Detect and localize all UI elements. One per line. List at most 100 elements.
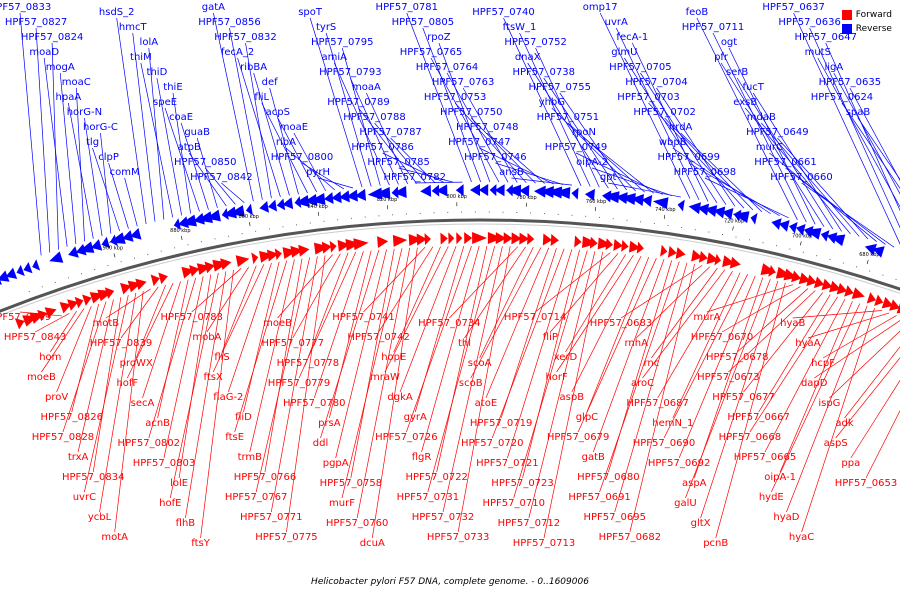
gene-label: lolE [170, 478, 188, 489]
leader-line [528, 251, 596, 519]
forward-gene-arrow [440, 232, 448, 245]
gene-labels: HPF57_0833 HPF57_0827 HPF57_0824 moaD mogA mo… [0, 2, 897, 549]
reverse-gene-arrow [494, 184, 505, 197]
tick-label: 820 kbp [377, 197, 397, 203]
leader-line [329, 250, 372, 419]
gene-label: pfr [714, 52, 729, 63]
leader-line [234, 260, 288, 433]
scale-dot [882, 274, 884, 276]
gene-label: mobA [192, 332, 221, 343]
tick-mark [249, 222, 251, 227]
reverse-gene-arrow [173, 218, 182, 230]
leader-line [592, 259, 665, 453]
gene-label: gpt [600, 172, 617, 183]
scale-dot [749, 239, 751, 241]
gene-label: HPF57_0788 [343, 112, 405, 123]
leader-line [620, 265, 703, 319]
gene-label: HPF57_0760 [326, 518, 388, 529]
leader-line [335, 249, 387, 459]
leader-line [841, 102, 900, 189]
gene-label: def [262, 77, 279, 88]
gene-label: ogt [721, 37, 737, 48]
gene-label: amiA [322, 52, 348, 63]
gene-label: scoB [459, 378, 483, 389]
leader-line [635, 266, 711, 339]
gene-label: HPF57_0777 [261, 338, 323, 349]
leader-line [363, 246, 426, 313]
gene-label: HPF57_0795 [311, 37, 373, 48]
tick-label: 760 kbp [586, 199, 606, 205]
leader-line [720, 62, 825, 227]
gene-label: horG-N [67, 107, 102, 118]
leader-line [814, 320, 900, 379]
scale-dot [67, 277, 69, 279]
scale-dot [694, 229, 696, 231]
leader-line [534, 252, 611, 313]
leader-line [495, 162, 563, 185]
leader-line [341, 47, 381, 186]
tick-label: 860 kbp [239, 214, 259, 220]
scale-dot [869, 270, 871, 272]
gene-label: HPF57_0856 [198, 17, 260, 28]
gene-label: motB [93, 318, 120, 329]
forward-gene-arrow [82, 294, 92, 306]
gene-label: HPF57_0723 [491, 478, 553, 489]
forward-gene-arrow [37, 309, 47, 322]
gene-label: clpP [98, 152, 119, 163]
forward-gene-arrow [691, 249, 703, 262]
scale-dot [829, 258, 831, 260]
leader-line [68, 102, 94, 239]
scale-dot [255, 230, 257, 232]
forward-gene-arrow [135, 278, 147, 291]
gene-label: hyaB [780, 318, 805, 329]
gene-label: HPF57_0751 [537, 112, 599, 123]
gene-label: feoB [686, 7, 709, 18]
gene-label: mraW [370, 372, 400, 383]
leader-line [752, 92, 842, 232]
reverse-gene-arrow [245, 203, 253, 216]
gene-label: murF [329, 498, 355, 509]
backbone-inner-line [0, 223, 900, 316]
gene-label: HPF57_0624 [811, 92, 873, 103]
leader-line [642, 269, 726, 379]
gene-label: hemN_1 [652, 418, 693, 429]
leader-line [196, 137, 218, 208]
leader-line [92, 147, 120, 232]
leader-line [688, 162, 780, 217]
scale-dot [571, 214, 573, 216]
leader-line [556, 255, 634, 373]
forward-gene-arrow [844, 285, 854, 297]
leader-line [543, 251, 604, 539]
gene-label: adk [835, 418, 853, 429]
reverse-gene-arrow [68, 246, 79, 258]
reverse-gene-arrow [108, 232, 126, 244]
gene-label: acnB [145, 418, 170, 429]
gene-label: HPF57_0771 [240, 512, 302, 523]
forward-gene-arrow [158, 272, 168, 285]
leader-line [770, 303, 861, 493]
leader-line [513, 250, 588, 499]
reverse-gene-arrow [129, 228, 142, 240]
leader-line [116, 17, 147, 225]
gene-label: rnc [643, 358, 659, 369]
scale-dot [94, 269, 96, 271]
leader-line [75, 87, 85, 242]
scale-dot [323, 220, 325, 222]
figure-caption: Helicobacter pylori F57 DNA, complete ge… [311, 577, 589, 587]
legend-item-forward: Forward [841, 8, 892, 22]
leader-line [245, 42, 272, 199]
gene-label: hpaA [56, 92, 82, 103]
reverse-gene-arrow [571, 187, 579, 200]
forward-gene-arrow [189, 265, 200, 277]
leader-line [577, 258, 657, 433]
leader-line [228, 262, 272, 393]
reverse-gene-arrow [750, 212, 758, 225]
gene-label: secA [131, 398, 155, 409]
leader-line [172, 92, 191, 214]
reverse-gene-arrow [32, 259, 41, 271]
reverse-gene-arrow [697, 203, 710, 216]
gene-label: HPF57_0692 [648, 458, 710, 469]
gene-label: mogA [46, 62, 75, 73]
leader-line [92, 297, 122, 473]
gene-label: aspA [682, 478, 707, 489]
